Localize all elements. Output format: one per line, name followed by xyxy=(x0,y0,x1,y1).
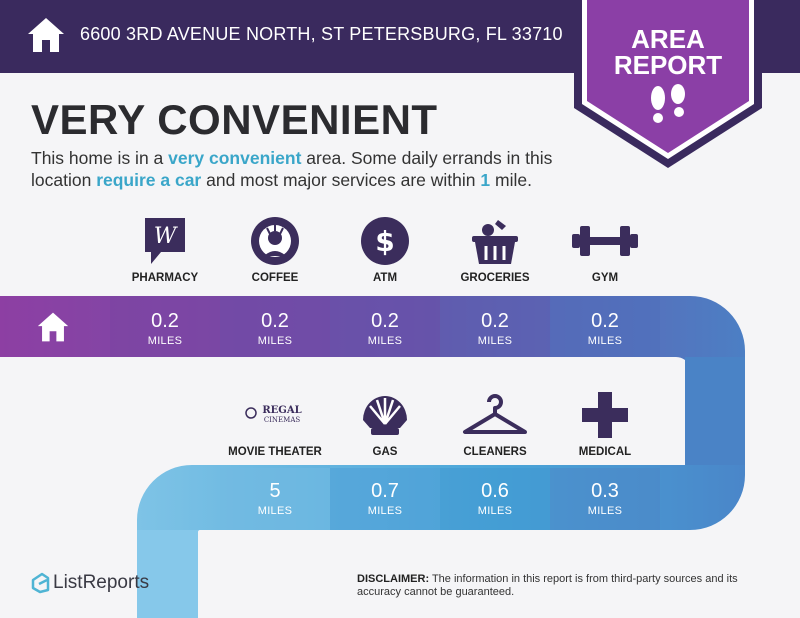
distance-unit: MILES xyxy=(257,505,293,517)
convenience-summary: This home is in a very convenient area. … xyxy=(31,148,553,190)
amenity-label: GYM xyxy=(591,272,619,284)
listreports-logo-text: ListReports xyxy=(53,572,150,594)
distance-unit: MILES xyxy=(477,505,513,517)
starbucks-logo-icon xyxy=(251,217,299,265)
amenity-label: GROCERIES xyxy=(460,272,530,284)
badge-line-2: REPORT xyxy=(613,50,723,80)
amenity-label: CLEANERS xyxy=(463,446,527,458)
distance-value: 0.2 xyxy=(151,310,179,332)
convenience-rating-title: VERY CONVENIENT xyxy=(31,96,438,143)
distance-unit: MILES xyxy=(477,335,513,347)
area-report-badge: AREA REPORT xyxy=(574,0,762,168)
distance-coffee: 0.2 MILES xyxy=(220,300,330,360)
amenity-cleaners: CLEANERS xyxy=(440,390,550,458)
distance-atm: 0.2 MILES xyxy=(330,300,440,360)
listreports-logo-icon xyxy=(31,572,50,594)
dumbbell-icon xyxy=(572,226,638,256)
amenity-gas: GAS xyxy=(330,390,440,458)
distance-groceries: 0.2 MILES xyxy=(440,300,550,360)
svg-text:REGAL: REGAL xyxy=(262,405,301,416)
home-icon xyxy=(28,18,64,52)
disclaimer-text: The information in this report is from t… xyxy=(357,573,738,598)
distance-value: 0.3 xyxy=(591,480,619,502)
property-address: 6600 3RD AVENUE NORTH, ST PETERSBURG, FL… xyxy=(80,24,563,44)
distance-value: 0.6 xyxy=(481,480,509,502)
badge-line-1: AREA xyxy=(631,24,705,54)
medical-cross-icon xyxy=(582,392,628,438)
amenity-atm: $ ATM xyxy=(330,216,440,284)
distance-unit: MILES xyxy=(257,335,293,347)
distance-unit: MILES xyxy=(367,505,403,517)
amenity-movie-theater: REGAL CINEMAS MOVIE THEATER xyxy=(220,390,330,458)
amenity-gym: GYM xyxy=(550,216,660,284)
amenity-label: GAS xyxy=(372,446,398,458)
distance-value: 0.2 xyxy=(481,310,509,332)
dollar-icon: $ xyxy=(361,217,409,265)
amenity-coffee: COFFEE xyxy=(220,216,330,284)
svg-text:$: $ xyxy=(375,225,394,258)
amenity-label: COFFEE xyxy=(251,272,299,284)
distance-unit: MILES xyxy=(147,335,183,347)
distance-value: 0.2 xyxy=(371,310,399,332)
distance-movie-theater: 5 MILES xyxy=(220,470,330,530)
amenity-medical: MEDICAL xyxy=(550,390,660,458)
distance-pharmacy: 0.2 MILES xyxy=(110,300,220,360)
distance-gym: 0.2 MILES xyxy=(550,300,660,360)
distance-gas: 0.7 MILES xyxy=(330,470,440,530)
amenity-label: PHARMACY xyxy=(131,272,199,284)
footprints-icon xyxy=(651,84,685,123)
route-home-icon xyxy=(37,312,69,342)
distance-unit: MILES xyxy=(587,335,623,347)
svg-text:W: W xyxy=(154,224,179,249)
distance-unit: MILES xyxy=(367,335,403,347)
hanger-icon xyxy=(463,394,527,434)
amenity-groceries: GROCERIES xyxy=(440,216,550,284)
disclaimer-label: DISCLAIMER: xyxy=(357,573,430,585)
disclaimer: DISCLAIMER: The information in this repo… xyxy=(357,573,777,599)
listreports-logo[interactable]: ListReports xyxy=(30,572,149,594)
distance-cleaners: 0.6 MILES xyxy=(440,470,550,530)
svg-text:CINEMAS: CINEMAS xyxy=(264,416,301,424)
walgreens-logo-icon: W xyxy=(145,218,185,264)
amenity-label: ATM xyxy=(372,272,398,284)
distance-unit: MILES xyxy=(587,505,623,517)
distance-value: 0.2 xyxy=(591,310,619,332)
distance-value: 5 xyxy=(269,480,281,502)
basket-icon xyxy=(472,220,518,264)
amenity-pharmacy: W PHARMACY xyxy=(110,216,220,284)
regal-cinemas-logo-icon: REGAL CINEMAS xyxy=(245,405,302,424)
distance-medical: 0.3 MILES xyxy=(550,470,660,530)
distance-value: 0.2 xyxy=(261,310,289,332)
amenity-label: MEDICAL xyxy=(578,446,632,458)
shell-logo-icon xyxy=(363,396,407,435)
distance-value: 0.7 xyxy=(371,480,399,502)
amenity-label: MOVIE THEATER xyxy=(228,446,322,458)
